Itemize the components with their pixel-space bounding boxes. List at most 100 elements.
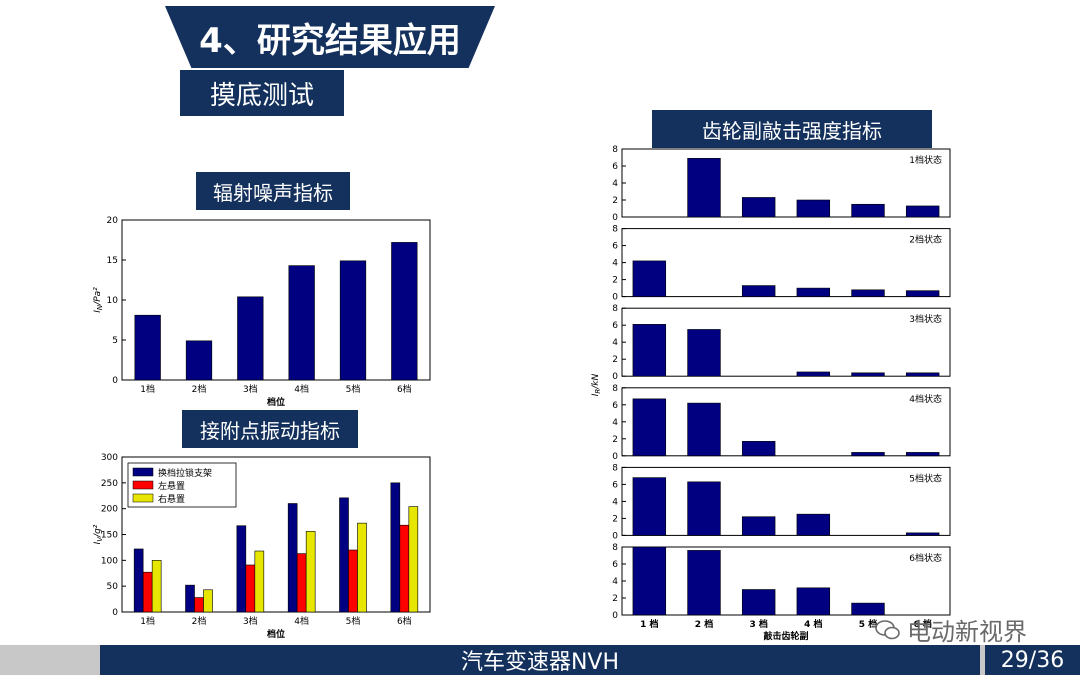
vibration-ytick-label: 300 (101, 453, 118, 463)
vibration-xtick-label: 2档 (192, 615, 207, 627)
rattle-ytick-label: 2 (612, 435, 618, 445)
vibration-bar (296, 553, 307, 613)
rattle-frame (621, 148, 951, 218)
noise-xlabel: 档位 (267, 396, 285, 408)
rattle-ytick-label: 8 (612, 145, 618, 155)
vibration-xtick-label: 5档 (346, 615, 361, 627)
rattle-ytick-label: 0 (612, 531, 618, 541)
vibration-bar (339, 497, 349, 613)
vibration-bar (348, 549, 358, 613)
noise-bar (339, 260, 367, 381)
vibration-bar (408, 506, 419, 613)
vibration-ytick-label: 250 (101, 479, 118, 489)
rattle-xtick-label: 1 档 (640, 618, 658, 630)
vibration-bar (151, 560, 162, 613)
rattle-ytick-label: 4 (612, 338, 618, 348)
rattle-xtick-label: 5 档 (859, 618, 877, 630)
noise-bar (185, 340, 213, 381)
rattle-bar (632, 477, 667, 536)
noise-bar (288, 265, 315, 381)
rattle-bar (741, 589, 776, 616)
vibration-ytick-label: 100 (101, 556, 118, 566)
vibration-bar (245, 564, 256, 613)
vibration-bar (142, 571, 153, 613)
rattle-ytick-label: 2 (612, 594, 618, 604)
rattle-bar (687, 158, 721, 218)
noise-xtick-label: 1档 (140, 383, 155, 395)
vibration-bar (194, 597, 204, 613)
rattle-ytick-label: 0 (612, 611, 618, 621)
wechat-icon (875, 619, 900, 639)
vibration-legend-swatch (132, 467, 154, 477)
rattle-ytick-label: 6 (612, 560, 618, 570)
rattle-ytick-label: 6 (612, 162, 618, 172)
rattle-xtick-label: 2 档 (695, 618, 713, 630)
noise-bar (237, 296, 264, 381)
rattle-ytick-label: 8 (612, 543, 618, 553)
vibration-ytick-label: 200 (101, 505, 118, 515)
rattle-bar (796, 587, 831, 616)
rattle-chart-title: 齿轮副敲击强度指标 (652, 110, 932, 148)
rattle-ytick-label: 6 (612, 401, 618, 411)
noise-frame (121, 219, 431, 381)
rattle-bar (687, 329, 721, 377)
noise-bar (391, 242, 418, 381)
rattle-ytick-label: 8 (612, 384, 618, 394)
noise-ytick-label: 0 (112, 376, 118, 386)
slide-title: 4、研究结果应用 (165, 6, 495, 68)
footer-title: 汽车变速器NVH (100, 645, 980, 675)
rattle-bar (741, 516, 776, 536)
vibration-xtick-label: 3档 (243, 615, 258, 627)
rattle-bar (851, 289, 885, 297)
vibration-bar (203, 589, 213, 613)
rattle-ytick-label: 6 (612, 242, 618, 252)
vibration-ytick-label: 150 (101, 531, 118, 541)
rattle-bar (687, 550, 721, 616)
rattle-bar (851, 203, 885, 218)
vibration-bar (287, 503, 298, 613)
noise-xtick-label: 5档 (346, 383, 361, 395)
rattle-bar (632, 324, 667, 377)
vibration-bar (185, 584, 195, 613)
rattle-bar (687, 402, 721, 457)
rattle-bar (687, 481, 721, 536)
noise-ytick-label: 15 (107, 256, 118, 266)
rattle-bar (905, 372, 940, 377)
rattle-xtick-label: 6 档 (913, 618, 931, 630)
rattle-panel-label: 5档状态 (909, 472, 942, 484)
rattle-ytick-label: 4 (612, 418, 618, 428)
rattle-bar (796, 513, 831, 536)
rattle-frame (621, 228, 951, 298)
rattle-frame (621, 307, 951, 377)
rattle-ytick-label: 0 (612, 372, 618, 382)
vibration-bar-chart: 0 50 100 150 200 250 300 1档 2档 3档 4档 5档 6档 换档拉锁支架左悬置右… (93, 453, 431, 640)
rattle-ytick-label: 2 (612, 514, 618, 524)
vibration-bar (254, 550, 265, 613)
vibration-xtick-label: 4档 (294, 615, 309, 627)
noise-ytick-label: 10 (107, 296, 119, 306)
slide-subtitle: 摸底测试 (180, 70, 344, 116)
rattle-bar (905, 290, 940, 297)
vibration-xtick-label: 6档 (397, 615, 412, 627)
vibration-bar (399, 524, 410, 613)
rattle-xtick-label: 4 档 (804, 618, 822, 630)
noise-xtick-label: 4档 (294, 383, 309, 395)
vibration-legend-label: 换档拉锁支架 (158, 467, 212, 479)
rattle-xlabel: 敲击齿轮副 (763, 630, 808, 642)
rattle-ytick-label: 0 (612, 452, 618, 462)
noise-bar (134, 314, 161, 381)
rattle-bar (632, 260, 667, 297)
vibration-ytick-label: 0 (112, 608, 118, 618)
vibration-xlabel: 档位 (267, 628, 285, 640)
rattle-ytick-label: 4 (612, 497, 618, 507)
rattle-ytick-label: 8 (612, 304, 618, 314)
vibration-bar (133, 548, 144, 613)
rattle-ytick-label: 6 (612, 321, 618, 331)
watermark-text: 电动新视界 (907, 618, 1027, 646)
rattle-panel-label: 3档状态 (909, 313, 942, 325)
vibration-bar (305, 531, 316, 613)
vibration-legend-swatch (132, 493, 154, 503)
rattle-ytick-label: 8 (612, 463, 618, 473)
rattle-bar (851, 452, 885, 457)
